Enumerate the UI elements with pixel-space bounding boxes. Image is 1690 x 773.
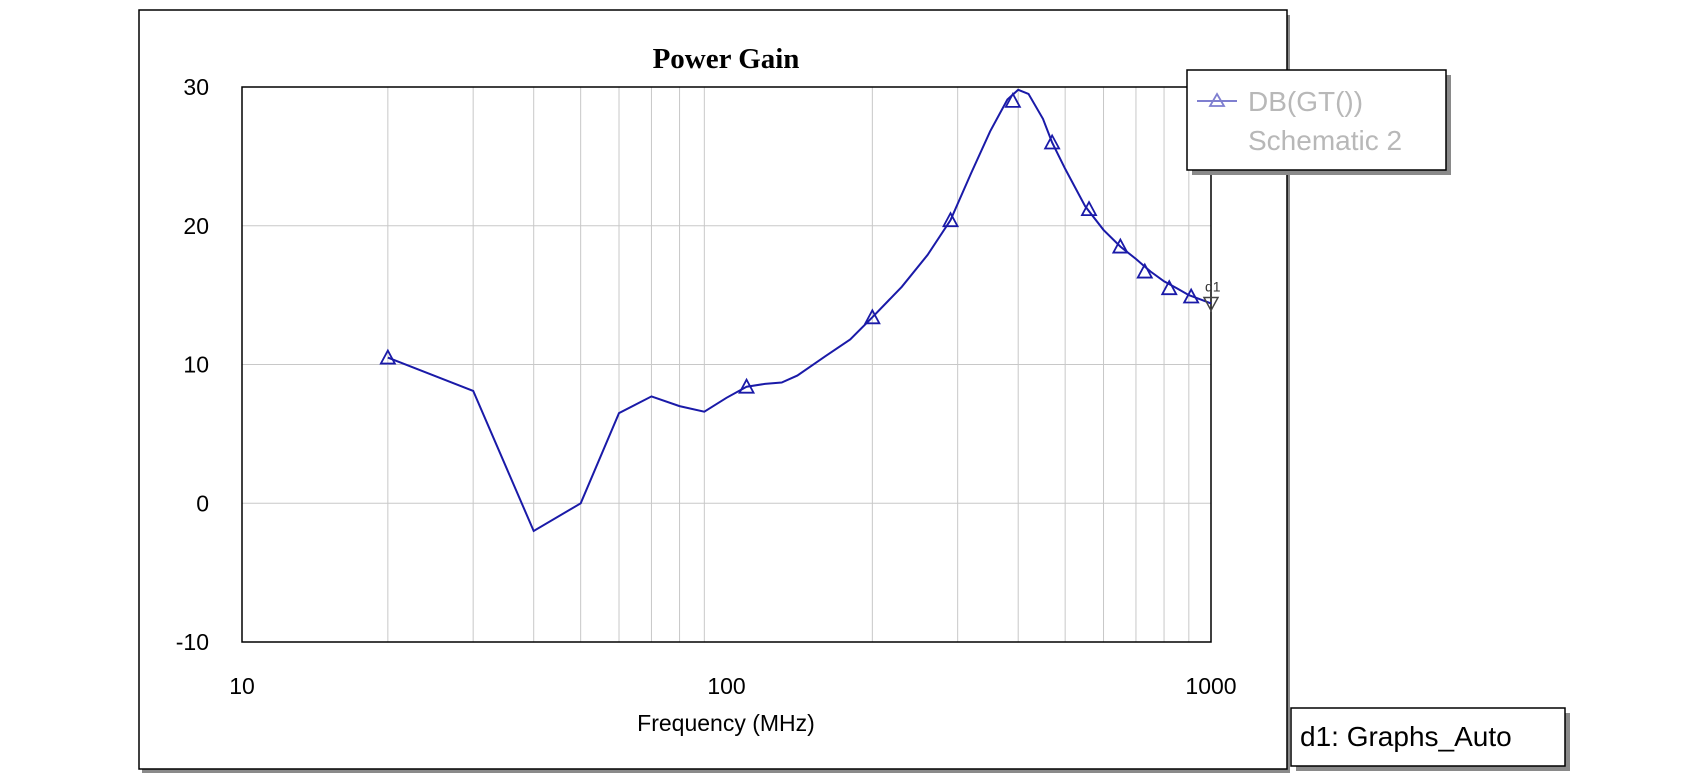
series-point-marker (1004, 91, 1022, 108)
series-markers (379, 91, 1200, 394)
series-point-marker (1136, 262, 1154, 279)
y-tick-labels: -10 0 10 20 30 (176, 74, 209, 655)
data-marker-triangle[interactable] (1202, 296, 1220, 313)
data-marker-d1: d1 (1202, 278, 1221, 313)
legend-series-label: DB(GT()) (1248, 86, 1363, 117)
legend-box (1186, 69, 1447, 171)
legend-schematic-label: Schematic 2 (1248, 125, 1402, 156)
plot-frame (241, 86, 1212, 643)
series-point-marker (863, 308, 881, 325)
series-line-db-gt (387, 88, 1212, 533)
x-tick-label: 1000 (1185, 673, 1236, 699)
data-marker-label: d1 (1205, 278, 1221, 294)
chart-title: Power Gain (653, 43, 800, 75)
y-tick-label: 0 (196, 490, 209, 516)
y-tick-label: -10 (176, 629, 209, 655)
x-tick-label: 10 (229, 673, 255, 699)
y-tick-label: 10 (183, 352, 209, 378)
legend-triangle-icon (1208, 92, 1226, 107)
y-tick-label: 20 (183, 213, 209, 239)
marker-status-text: d1: Graphs_Auto (1300, 721, 1512, 752)
x-axis-label: Frequency (MHz) (637, 710, 815, 736)
series-point-marker (1182, 287, 1200, 304)
series-point-marker (1080, 200, 1098, 216)
series-point-marker (1043, 133, 1061, 150)
marker-status-box[interactable] (1290, 707, 1566, 767)
series-point-marker (1160, 279, 1178, 296)
x-tick-labels: 10 100 1000 (229, 673, 1236, 699)
series-point-marker (379, 348, 397, 365)
y-tick-label: 30 (183, 74, 209, 100)
series-point-marker (942, 211, 960, 228)
series-point-marker (738, 377, 756, 394)
series-point-marker (1111, 237, 1129, 254)
x-tick-label: 100 (707, 673, 745, 699)
